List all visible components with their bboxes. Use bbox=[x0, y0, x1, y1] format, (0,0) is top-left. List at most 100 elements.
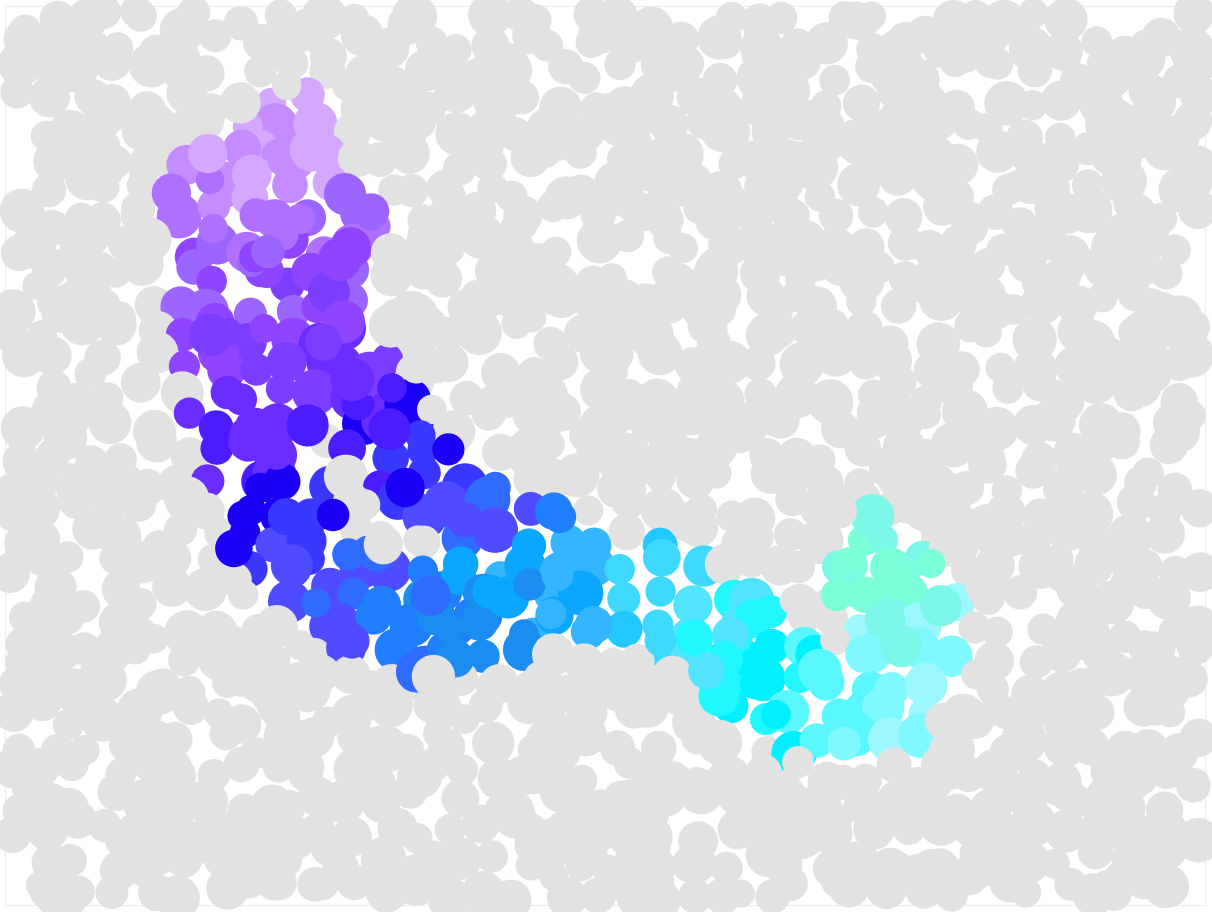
camouflage-dot bbox=[103, 301, 136, 334]
camouflage-dot bbox=[1138, 216, 1169, 247]
camouflage-dot bbox=[815, 309, 849, 343]
figure-dot bbox=[845, 636, 882, 673]
camouflage-dot bbox=[364, 726, 397, 759]
camouflage-dot bbox=[60, 15, 103, 58]
camouflage-dot bbox=[1003, 575, 1037, 609]
camouflage-dot bbox=[1009, 21, 1043, 55]
figure-dot bbox=[214, 318, 242, 346]
figure-dot bbox=[688, 653, 725, 690]
camouflage-dot bbox=[1146, 865, 1189, 908]
camouflage-dot bbox=[339, 4, 370, 35]
camouflage-dot bbox=[646, 463, 675, 492]
camouflage-dot bbox=[472, 722, 514, 764]
camouflage-dot bbox=[125, 0, 157, 32]
camouflage-dot bbox=[646, 490, 674, 518]
camouflage-dot bbox=[389, 291, 433, 335]
figure-dot bbox=[232, 155, 272, 195]
camouflage-dot bbox=[666, 386, 708, 428]
camouflage-dot bbox=[869, 446, 912, 489]
camouflage-dot bbox=[1008, 244, 1047, 283]
camouflage-dot bbox=[569, 62, 601, 94]
camouflage-dot bbox=[462, 127, 504, 169]
figure-dot bbox=[251, 235, 284, 268]
camouflage-dot bbox=[1044, 0, 1087, 41]
camouflage-dot bbox=[417, 748, 451, 782]
figure-dot bbox=[880, 560, 920, 600]
camouflage-dot bbox=[1117, 771, 1148, 802]
camouflage-dot bbox=[774, 447, 815, 488]
camouflage-dot bbox=[1125, 39, 1166, 80]
figure-dot bbox=[411, 576, 451, 616]
figure-dot bbox=[199, 214, 228, 243]
camouflage-dot bbox=[1046, 560, 1079, 593]
camouflage-dot bbox=[1132, 458, 1164, 490]
camouflage-dot bbox=[780, 587, 808, 615]
camouflage-dot bbox=[857, 392, 900, 435]
camouflage-dot bbox=[160, 882, 189, 911]
camouflage-dot bbox=[349, 489, 380, 520]
camouflage-dot bbox=[95, 876, 128, 909]
figure-dot bbox=[673, 585, 712, 624]
camouflage-dot bbox=[351, 670, 391, 710]
camouflage-dot bbox=[709, 111, 750, 152]
camouflage-dot bbox=[1105, 425, 1140, 460]
camouflage-dot bbox=[223, 662, 258, 697]
camouflage-dot bbox=[404, 249, 445, 290]
camouflage-dot bbox=[515, 758, 551, 794]
figure-dot bbox=[575, 606, 613, 644]
camouflage-dot bbox=[422, 678, 458, 714]
figure-dot bbox=[287, 404, 329, 446]
figure-dot bbox=[301, 588, 331, 618]
figure-dot bbox=[357, 202, 385, 230]
camouflage-dot bbox=[332, 70, 363, 101]
camouflage-dot bbox=[135, 103, 175, 143]
figure-dot bbox=[447, 502, 482, 537]
camouflage-dot bbox=[1128, 630, 1162, 664]
camouflage-dot bbox=[595, 180, 627, 212]
camouflage-dot bbox=[289, 10, 318, 39]
camouflage-dot bbox=[417, 395, 447, 425]
figure-dot bbox=[920, 585, 961, 626]
camouflage-dot bbox=[908, 493, 948, 533]
camouflage-dot bbox=[1002, 171, 1032, 201]
camouflage-dot bbox=[778, 283, 807, 312]
camouflage-dot bbox=[898, 854, 937, 893]
camouflage-dot bbox=[213, 625, 251, 663]
camouflage-dot bbox=[631, 793, 670, 832]
figure-dot bbox=[472, 575, 506, 609]
camouflage-dot bbox=[403, 525, 432, 554]
camouflage-dot bbox=[49, 110, 92, 153]
figure-dot bbox=[645, 576, 675, 606]
camouflage-dot bbox=[450, 704, 480, 734]
camouflage-dot bbox=[220, 83, 261, 124]
camouflage-dot bbox=[992, 373, 1023, 404]
camouflage-dot bbox=[1093, 582, 1135, 624]
camouflage-dot bbox=[925, 357, 958, 390]
figure-dot bbox=[317, 499, 350, 532]
figure-dot bbox=[865, 599, 906, 640]
figure-dot bbox=[761, 700, 790, 729]
camouflage-dot bbox=[520, 243, 555, 278]
camouflage-dot bbox=[760, 545, 800, 585]
figure-dot bbox=[271, 544, 313, 586]
camouflage-dot bbox=[1011, 877, 1042, 908]
camouflage-dot bbox=[738, 785, 774, 821]
camouflage-dot bbox=[422, 354, 452, 384]
camouflage-dot bbox=[937, 761, 966, 790]
figure-dot bbox=[645, 625, 677, 657]
camouflage-dot bbox=[911, 399, 941, 429]
figure-dot bbox=[245, 473, 275, 503]
camouflage-dot bbox=[1003, 772, 1047, 816]
camouflage-dot bbox=[461, 280, 489, 308]
camouflage-dot bbox=[0, 75, 33, 108]
camouflage-dot bbox=[59, 224, 98, 263]
camouflage-dot bbox=[206, 867, 249, 910]
camouflage-dot bbox=[594, 355, 627, 388]
camouflage-dot bbox=[476, 840, 508, 872]
camouflage-dot bbox=[91, 131, 121, 161]
camouflage-dot bbox=[518, 4, 551, 37]
camouflage-dot bbox=[593, 855, 623, 885]
camouflage-dot bbox=[121, 243, 164, 286]
camouflage-dot bbox=[129, 160, 158, 189]
camouflage-dot bbox=[501, 212, 529, 240]
